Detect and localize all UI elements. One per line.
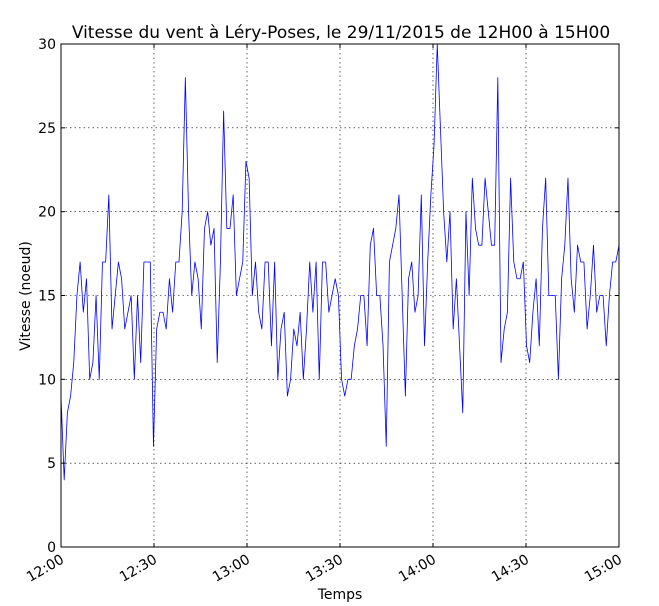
- x-tick-label: 14:30: [489, 552, 532, 586]
- y-tick-label: 0: [47, 540, 56, 556]
- y-axis-label: Vitesse (noeud): [18, 241, 34, 351]
- x-tick-label: 15:00: [582, 552, 625, 586]
- x-axis-label: Temps: [317, 587, 363, 603]
- x-tick-label: 12:30: [117, 552, 160, 586]
- y-tick-labels: 0 5 10 15 20 25 30: [38, 37, 56, 556]
- x-tick-label: 12:00: [24, 552, 67, 586]
- x-tick-label: 14:00: [396, 552, 439, 586]
- y-tick-label: 10: [38, 372, 56, 388]
- y-tick-label: 15: [38, 289, 56, 305]
- y-tick-label: 20: [38, 205, 56, 221]
- x-tick-label: 13:00: [210, 552, 253, 586]
- x-tick-labels: 12:00 12:30 13:00 13:30 14:00 14:30 15:00: [24, 552, 625, 586]
- y-tick-label: 25: [38, 121, 56, 137]
- y-tick-label: 5: [47, 456, 56, 472]
- series-line-wind-speed: [60, 43, 620, 481]
- y-tick-label: 30: [38, 37, 56, 53]
- chart-title: Vitesse du vent à Léry-Poses, le 29/11/2…: [72, 23, 610, 43]
- axis-ticks: [60, 43, 620, 548]
- grid: [61, 44, 619, 547]
- x-tick-label: 13:30: [303, 552, 346, 586]
